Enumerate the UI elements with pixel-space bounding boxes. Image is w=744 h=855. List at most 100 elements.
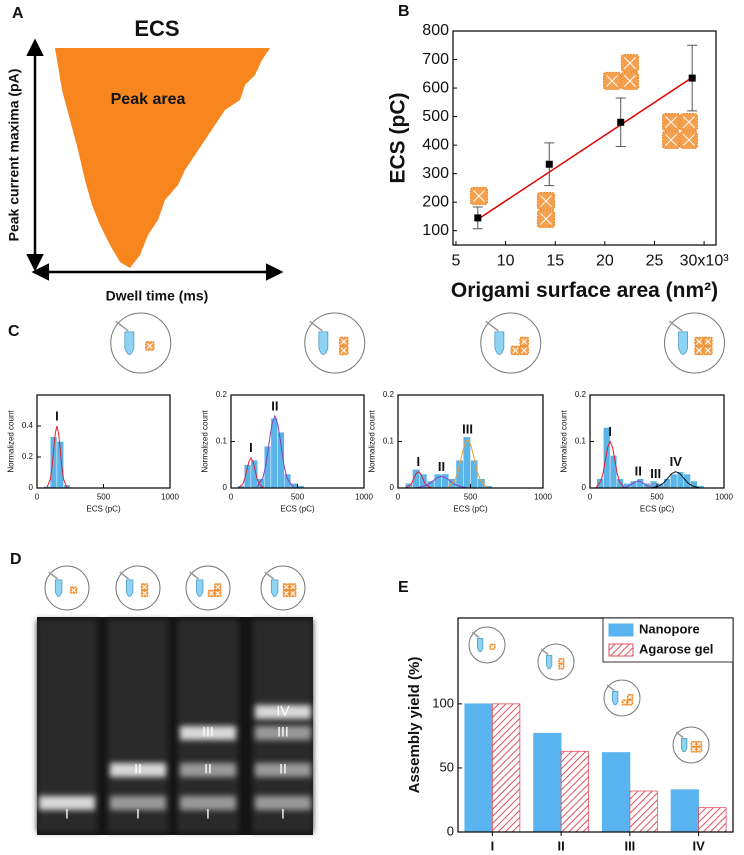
- x-tick-label: 25: [646, 253, 664, 270]
- x-tick-label: III: [624, 838, 635, 853]
- point: [617, 118, 625, 126]
- x-tick-label: 500: [291, 492, 305, 501]
- origami-cross: [283, 591, 289, 596]
- gel-band: [255, 705, 311, 719]
- icon-tube: [318, 331, 329, 355]
- y-tick-label: 700: [422, 51, 449, 68]
- y-tick-label: 0.2: [383, 390, 395, 399]
- icon-pipette: [115, 320, 129, 332]
- origami-cross: [521, 338, 528, 345]
- y-tick-label: 300: [422, 165, 449, 182]
- x-tick-label: 0: [588, 492, 593, 501]
- gel-band: [110, 796, 166, 810]
- histogram-bar: [50, 436, 58, 489]
- x-tick-label: 500: [97, 492, 111, 501]
- y-tick-label: 0.4: [22, 421, 34, 430]
- icon-pipette: [309, 320, 323, 332]
- origami-cross: [473, 190, 485, 202]
- plot-frame: [457, 617, 734, 833]
- x-axis-label: ECS (pC): [453, 505, 488, 514]
- x-axis-label: ECS (pC): [86, 505, 121, 514]
- icon-tube: [125, 579, 134, 597]
- y-tick-label: 600: [422, 79, 449, 96]
- icon-tube: [54, 579, 63, 597]
- bar: [464, 703, 493, 833]
- gel-band: [180, 796, 236, 810]
- band-label: I: [281, 806, 285, 822]
- histogram-bar: [663, 478, 671, 489]
- y-tick-label: 0.1: [216, 437, 228, 446]
- y-tick-label: 0: [582, 483, 587, 492]
- origami-cross: [665, 133, 678, 146]
- fit-curve: [405, 471, 432, 489]
- legend-label: Agarose gel: [639, 641, 713, 656]
- bar: [560, 750, 590, 833]
- icon-pipette: [119, 571, 130, 580]
- origami-cross: [146, 342, 153, 350]
- y-tick-label: 200: [422, 193, 449, 210]
- fit-curve: [620, 480, 657, 489]
- peak-shape: [55, 48, 270, 268]
- icon-tube: [612, 690, 619, 706]
- bar: [601, 752, 631, 833]
- origami-cross: [142, 591, 147, 596]
- origami-cross: [623, 74, 636, 87]
- panel-label: A: [12, 5, 24, 22]
- icon-tube: [124, 331, 135, 355]
- fit-curve: [415, 475, 468, 489]
- origami-cross: [691, 747, 696, 752]
- band-label: II: [279, 761, 287, 777]
- gel-band: [255, 763, 311, 777]
- origami-cross: [340, 338, 347, 345]
- x-tick-label: 0: [396, 492, 401, 501]
- y-tick-label: 0: [223, 483, 228, 492]
- origami-cross: [628, 695, 633, 700]
- x-tick-label: 10: [497, 253, 515, 270]
- icon-circle: [603, 679, 641, 717]
- histogram-bar: [609, 455, 617, 489]
- y-tick-label: 0: [29, 483, 34, 492]
- x-tick-label: 1000: [715, 492, 733, 501]
- peak-label: III: [650, 466, 661, 481]
- x-tick-label: 5: [452, 253, 461, 270]
- histogram-bar: [250, 459, 258, 489]
- icon-circle: [44, 565, 90, 611]
- peak-label: II: [635, 463, 642, 478]
- schematic-xlabel: Dwell time (ms): [106, 288, 209, 304]
- schematic-annotation: Peak area: [111, 91, 186, 108]
- origami-cross: [695, 347, 703, 354]
- icon-tube: [195, 579, 204, 597]
- fit-curve: [651, 471, 701, 489]
- icon-pipette: [675, 731, 684, 738]
- y-tick-label: 0.1: [383, 437, 395, 446]
- icon-circle: [480, 312, 542, 374]
- origami-cross: [695, 338, 703, 345]
- y-tick-label: 0.1: [575, 437, 587, 446]
- band-label: II: [204, 761, 212, 777]
- origami-cross: [682, 133, 695, 146]
- y-tick-label: 100: [422, 222, 449, 239]
- x-tick-label: 1000: [534, 492, 552, 501]
- icon-circle: [185, 565, 231, 611]
- y-axis-label: Normalized count: [7, 410, 16, 473]
- y-tick-label: 0.2: [575, 390, 587, 399]
- y-tick-label: 0: [390, 483, 395, 492]
- origami-cross: [340, 347, 347, 354]
- x-tick-label: 30x10³: [680, 253, 730, 270]
- legend-swatch: [608, 643, 634, 657]
- point: [688, 74, 696, 82]
- y-axis-label: Normalized count: [560, 410, 569, 473]
- peak-label: IV: [670, 454, 683, 469]
- x-tick-label: 500: [650, 492, 664, 501]
- plot-frame: [452, 30, 717, 246]
- y-axis-label: ECS (pC): [386, 93, 409, 184]
- point: [474, 214, 482, 222]
- origami-cross: [559, 659, 564, 664]
- origami-cross: [490, 644, 495, 649]
- icon-pipette: [485, 320, 499, 332]
- origami-cross: [215, 591, 221, 596]
- origami-cross: [521, 347, 528, 354]
- histogram-bar: [434, 473, 442, 489]
